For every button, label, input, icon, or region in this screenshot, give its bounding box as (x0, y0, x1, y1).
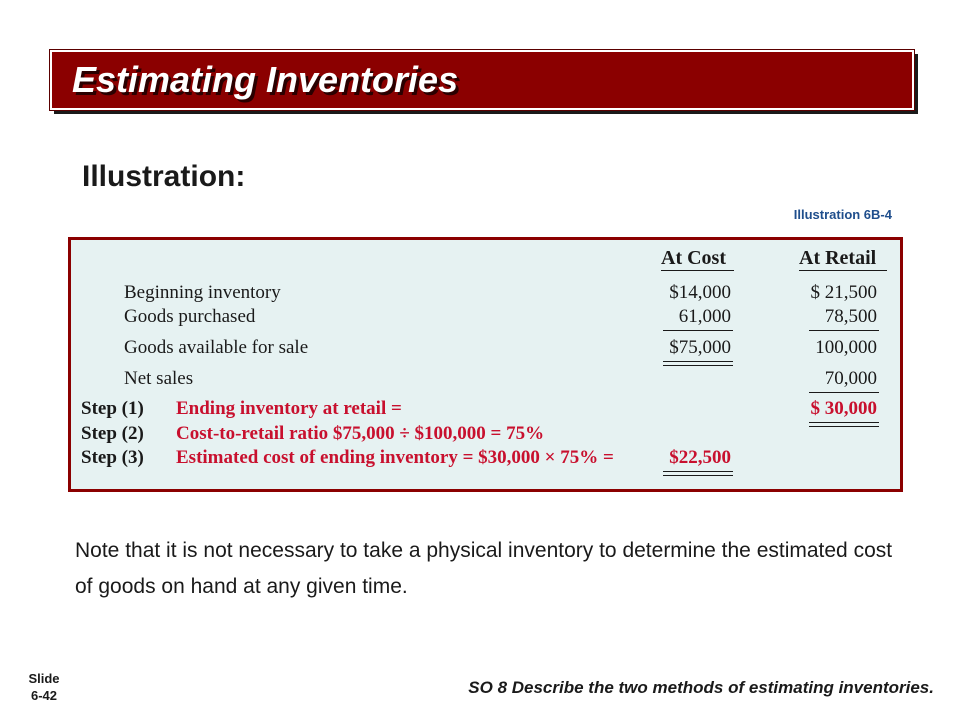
explanatory-note: Note that it is not necessary to take a … (75, 539, 893, 598)
step-1-text: Ending inventory at retail = (176, 398, 402, 419)
step-3-double-underline-2 (663, 475, 733, 476)
row-label-goods-available: Goods available for sale (124, 337, 309, 358)
inventory-table-panel: At Cost At Retail Beginning inventory $1… (68, 237, 903, 492)
step-2-label: Step (2) (81, 423, 144, 444)
header-underline-cost (661, 270, 734, 271)
row-retail-net-sales: 70,000 (824, 368, 877, 389)
double-underline-cost-2 (663, 365, 733, 366)
subtotal-line-retail (809, 330, 879, 331)
header-underline-retail (799, 270, 887, 271)
step-1-retail-value: $ 30,000 (810, 398, 878, 419)
step-1-double-underline-2 (809, 426, 879, 427)
row-label-beginning-inventory: Beginning inventory (124, 282, 281, 303)
row-cost-goods-purchased: 61,000 (678, 306, 731, 327)
step-3-label: Step (3) (81, 447, 144, 468)
illustration-heading: Illustration: (82, 160, 246, 193)
step-1-double-underline-1 (809, 422, 879, 423)
step-3-cost-value: $22,500 (669, 447, 731, 468)
row-label-net-sales: Net sales (124, 368, 194, 389)
step-3-double-underline-1 (663, 471, 733, 472)
title-bar: Estimating Inventories (49, 49, 915, 111)
column-header-cost: At Cost (661, 247, 726, 269)
slide-title: Estimating Inventories (72, 59, 459, 100)
slide-number-block: Slide 6-42 (22, 670, 66, 704)
slide-number: 6-42 (30, 688, 58, 703)
row-cost-goods-available: $75,000 (669, 337, 731, 358)
subtotal-line-net-sales (809, 392, 879, 393)
row-retail-goods-purchased: 78,500 (824, 306, 877, 327)
subtotal-line-cost (663, 330, 733, 331)
study-objective-footer: SO 8 Describe the two methods of estimat… (468, 678, 934, 697)
step-2-text: Cost-to-retail ratio $75,000 ÷ $100,000 … (176, 423, 545, 444)
step-1-label: Step (1) (81, 398, 144, 419)
slide-label: Slide (28, 671, 60, 686)
column-header-retail: At Retail (799, 247, 877, 269)
step-3-text: Estimated cost of ending inventory = $30… (176, 447, 614, 468)
row-retail-goods-available: 100,000 (815, 337, 877, 358)
row-retail-beginning-inventory: $ 21,500 (810, 282, 878, 303)
row-label-goods-purchased: Goods purchased (124, 306, 256, 327)
illustration-reference: Illustration 6B-4 (793, 207, 892, 222)
row-cost-beginning-inventory: $14,000 (669, 282, 731, 303)
double-underline-cost-1 (663, 361, 733, 362)
